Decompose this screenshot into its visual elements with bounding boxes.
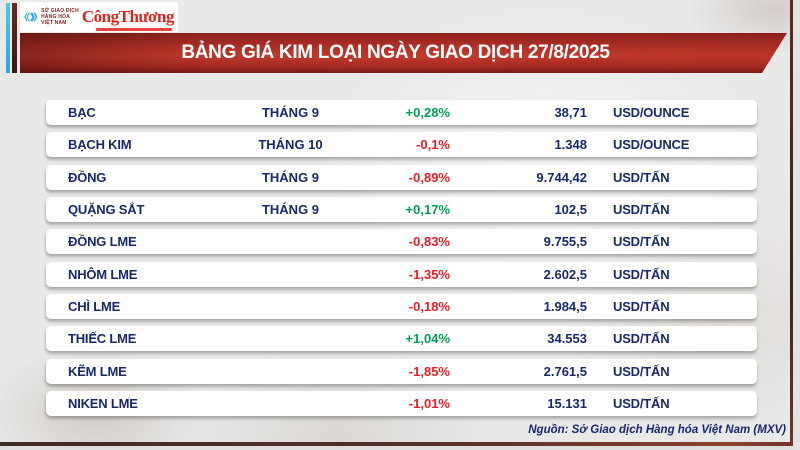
- price-value: 1.348: [554, 137, 587, 153]
- table-row: NHÔM LME -1,35% 2.602,5 USD/TẤN: [46, 261, 757, 287]
- logo-box: SỞ GIAO DỊCH HÀNG HÓA VIỆT NAM CôngThươn…: [20, 2, 178, 32]
- price-unit: USD/TẤN: [613, 299, 670, 315]
- outside-frame-right: [793, 0, 800, 450]
- photo-frame-right-edge: [790, 0, 793, 450]
- contract-month: THÁNG 10: [258, 137, 323, 153]
- change-percent: -1,35%: [408, 266, 450, 282]
- table-row: ĐỒNG THÁNG 9 -0,89% 9.744,42 USD/TẤN: [46, 164, 757, 190]
- table-row: ĐỒNG LME -0,83% 9.755,5 USD/TẤN: [46, 229, 757, 255]
- table-row: BẠC THÁNG 9 +0,28% 38,71 USD/OUNCE: [46, 100, 757, 125]
- price-value: 38,71: [554, 105, 587, 120]
- price-unit: USD/TẤN: [613, 202, 670, 218]
- price-unit: USD/TẤN: [613, 234, 670, 250]
- change-percent: -0,89%: [408, 169, 450, 185]
- title-banner: BẢNG GIÁ KIM LOẠI NGÀY GIAO DỊCH 27/8/20…: [20, 33, 787, 73]
- commodity-name: KẼM LME: [68, 363, 127, 379]
- commodity-name: CHÌ LME: [68, 299, 121, 315]
- change-percent: -0,1%: [416, 137, 450, 153]
- mxv-org-line3: VIỆT NAM: [41, 20, 67, 26]
- page-title: BẢNG GIÁ KIM LOẠI NGÀY GIAO DỊCH 27/8/20…: [181, 42, 610, 63]
- commodity-name: ĐỒNG: [68, 169, 107, 185]
- commodity-name: BẠC: [68, 105, 96, 120]
- table-row: THIẾC LME +1,04% 34.553 USD/TẤN: [46, 326, 757, 352]
- table-row: NIKEN LME -1,01% 15.131 USD/TẤN: [46, 391, 757, 417]
- congthuong-tagline-strip: [95, 27, 172, 31]
- photo-frame-bottom-edge: [0, 442, 793, 446]
- price-unit: USD/TẤN: [613, 396, 670, 412]
- contract-month: THÁNG 9: [261, 105, 320, 120]
- mxv-chevrons-icon: [24, 12, 38, 22]
- price-value: 34.553: [547, 331, 587, 347]
- mxv-org-line2: HÀNG HÓA: [41, 14, 70, 20]
- table-row: CHÌ LME -0,18% 1.984,5 USD/TẤN: [46, 294, 757, 320]
- price-unit: USD/TẤN: [613, 266, 670, 282]
- mxv-org-name: SỞ GIAO DỊCH HÀNG HÓA VIỆT NAM: [41, 8, 79, 26]
- outside-frame-bottom: [0, 446, 793, 450]
- change-percent: -0,83%: [408, 234, 450, 250]
- commodity-name: NHÔM LME: [68, 266, 138, 282]
- change-percent: -1,85%: [408, 363, 450, 379]
- price-unit: USD/OUNCE: [613, 105, 690, 120]
- source-note: Nguồn: Sở Giao dịch Hàng hóa Việt Nam (M…: [528, 424, 786, 436]
- left-accent-bar-maroon: [12, 3, 17, 73]
- commodity-name: THIẾC LME: [68, 331, 137, 347]
- left-accent-bar-cyan: [6, 3, 10, 73]
- contract-month: THÁNG 9: [261, 169, 320, 185]
- price-value: 102,5: [554, 202, 587, 218]
- change-percent: +0,28%: [405, 105, 450, 120]
- price-value: 1.984,5: [543, 299, 587, 315]
- change-percent: -1,01%: [408, 396, 450, 412]
- table-row: KẼM LME -1,85% 2.761,5 USD/TẤN: [46, 358, 757, 384]
- change-percent: +1,04%: [405, 331, 450, 347]
- commodity-name: ĐỒNG LME: [68, 234, 137, 250]
- commodity-name: NIKEN LME: [68, 396, 138, 412]
- price-table: BẠC THÁNG 9 +0,28% 38,71 USD/OUNCE BẠCH …: [46, 100, 757, 423]
- price-value: 9.755,5: [543, 234, 587, 250]
- change-percent: -0,18%: [408, 299, 450, 315]
- price-unit: USD/TẤN: [613, 169, 670, 185]
- price-unit: USD/OUNCE: [613, 137, 690, 153]
- price-value: 15.131: [547, 396, 587, 412]
- table-row: QUẶNG SẮT THÁNG 9 +0,17% 102,5 USD/TẤN: [46, 197, 757, 223]
- price-value: 2.761,5: [543, 363, 587, 379]
- commodity-name: BẠCH KIM: [68, 137, 132, 153]
- congthuong-logo-text: CôngThương: [81, 6, 175, 26]
- price-unit: USD/TẤN: [613, 363, 670, 379]
- mxv-org-line1: SỞ GIAO DỊCH: [41, 8, 79, 14]
- table-row: BẠCH KIM THÁNG 10 -0,1% 1.348 USD/OUNCE: [46, 132, 757, 158]
- change-percent: +0,17%: [405, 202, 450, 218]
- price-value: 2.602,5: [543, 266, 587, 282]
- price-value: 9.744,42: [536, 169, 587, 185]
- price-unit: USD/TẤN: [613, 331, 670, 347]
- contract-month: THÁNG 9: [261, 202, 320, 218]
- congthuong-logo: CôngThương: [81, 6, 175, 31]
- commodity-name: QUẶNG SẮT: [68, 202, 145, 218]
